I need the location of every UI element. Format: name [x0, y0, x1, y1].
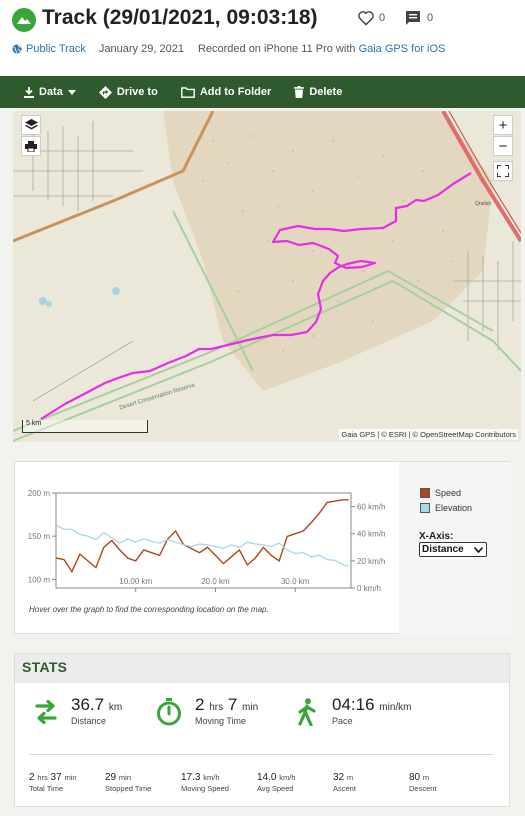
- globe-icon: [12, 44, 22, 54]
- swap-arrows-icon: [35, 700, 57, 724]
- stat-ascent: 32 m Ascent: [333, 772, 356, 793]
- stat-total-time: 2 hrs 37 min Total Time: [29, 772, 77, 793]
- right-tick-label: 40 km/h: [357, 530, 385, 539]
- layers-icon: [24, 119, 38, 130]
- action-toolbar: Data Drive to Add to Folder Delete: [0, 76, 525, 108]
- page-header: Track (29/01/2021, 09:03:18) 0 0 Public …: [0, 0, 525, 76]
- series-line-elevation: [55, 524, 349, 568]
- zoom-out-button[interactable]: −: [493, 136, 513, 156]
- stat-stopped-time: 29 min Stopped Time: [105, 772, 152, 793]
- fullscreen-button[interactable]: [493, 161, 513, 181]
- xaxis-select-label: X-Axis:: [419, 531, 454, 542]
- comment-count: 0: [427, 12, 434, 24]
- xaxis-select[interactable]: Distance: [419, 542, 487, 557]
- x-tick-label: 30.0 km: [281, 577, 310, 586]
- caret-down-icon: [67, 89, 76, 95]
- visibility-link[interactable]: Public Track: [12, 43, 86, 55]
- right-tick-label: 20 km/h: [357, 557, 385, 566]
- track-type-icon: [12, 8, 36, 32]
- print-button[interactable]: [21, 136, 41, 156]
- stats-title: STATS: [22, 659, 68, 675]
- layers-button[interactable]: [21, 115, 41, 135]
- chart-legend: Speed Elevation X-Axis: Distance: [399, 462, 511, 635]
- like-button[interactable]: 0: [357, 10, 385, 26]
- right-tick-label: 0 km/h: [357, 584, 381, 593]
- walking-person-icon: [298, 698, 316, 726]
- stat-pace: 04:16 min/km Pace: [332, 695, 412, 726]
- elevation-speed-panel: 200 m 150 m 100 m 60 km/h 40 km/h 20 km/h 0 km…: [14, 461, 511, 635]
- series-line-speed: [55, 499, 349, 574]
- stat-moving-speed: 17.3 km/h Moving Speed: [181, 772, 229, 793]
- graph-hint: Hover over the graph to find the corresp…: [29, 605, 269, 614]
- trash-icon: [294, 86, 305, 98]
- left-tick-label: 100 m: [28, 575, 51, 584]
- stat-moving-time: 2 hrs 7 min Moving Time: [195, 695, 259, 726]
- add-to-folder-button[interactable]: Add to Folder: [180, 86, 271, 98]
- download-icon: [24, 86, 34, 98]
- stopwatch-icon: [157, 698, 181, 726]
- x-tick-label: 20.0 km: [201, 577, 230, 586]
- track-date: January 29, 2021: [98, 43, 184, 55]
- legend-swatch: [420, 503, 430, 513]
- stat-distance: 36.7 km Distance: [71, 695, 123, 726]
- map-scale: 5 km: [22, 420, 148, 433]
- legend-swatch: [420, 488, 430, 498]
- left-tick-label: 200 m: [28, 489, 51, 498]
- like-count: 0: [379, 12, 386, 24]
- fullscreen-icon: [497, 165, 509, 177]
- app-link[interactable]: Gaia GPS for iOS: [358, 43, 446, 55]
- delete-button[interactable]: Delete: [294, 86, 342, 98]
- legend-elevation[interactable]: Elevation: [420, 503, 472, 513]
- recorded-info: Recorded on iPhone 11 Pro with Gaia GPS …: [197, 43, 446, 55]
- stat-descent: 80 m Descent: [409, 772, 437, 793]
- town-label: Qrailah: [475, 201, 492, 207]
- zoom-in-button[interactable]: +: [493, 115, 513, 135]
- page-title: Track (29/01/2021, 09:03:18): [42, 6, 318, 29]
- comment-icon: [406, 11, 420, 25]
- map-canvas: [13, 111, 521, 442]
- chart-area[interactable]: 200 m 150 m 100 m 60 km/h 40 km/h 20 km/h 0 km…: [15, 462, 399, 635]
- legend-speed[interactable]: Speed: [420, 488, 461, 498]
- drive-to-button[interactable]: Drive to: [98, 85, 158, 99]
- left-tick-label: 150 m: [28, 532, 51, 541]
- map-attribution: Gaia GPS | © ESRI | © OpenStreetMap Cont…: [339, 429, 518, 440]
- stat-avg-speed: 14.0 km/h Avg Speed: [257, 772, 296, 793]
- comments-button[interactable]: 0: [405, 10, 433, 26]
- speed-elevation-chart[interactable]: 200 m 150 m 100 m 60 km/h 40 km/h 20 km/h 0 km…: [15, 462, 399, 602]
- chevron-down-icon: [474, 546, 483, 553]
- directions-icon: [98, 85, 112, 99]
- printer-icon: [25, 140, 37, 152]
- plot-frame: [55, 492, 352, 589]
- x-tick-label: 10.00 km: [119, 577, 152, 586]
- data-dropdown-button[interactable]: Data: [24, 86, 76, 98]
- track-map[interactable]: Qrailah Desert Conservation Reserve + − …: [13, 111, 521, 442]
- track-path: [40, 172, 472, 420]
- right-tick-label: 60 km/h: [357, 503, 385, 512]
- stats-header: STATS: [15, 654, 509, 683]
- stats-divider: [29, 754, 493, 755]
- stats-panel: STATS 36.7 km Distance 2 hrs 7 min Movin…: [14, 653, 510, 807]
- heart-icon: [358, 11, 374, 26]
- folder-icon: [180, 86, 195, 98]
- track-meta: Public Track January 29, 2021 Recorded o…: [12, 43, 445, 55]
